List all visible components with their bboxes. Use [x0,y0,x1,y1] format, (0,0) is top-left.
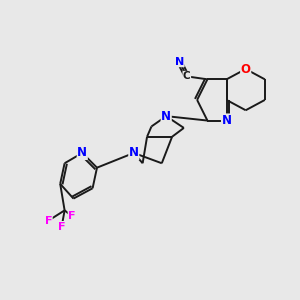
Text: F: F [58,222,65,232]
Text: O: O [241,62,251,76]
Text: N: N [161,110,171,123]
Text: N: N [77,146,87,159]
Text: C: C [183,71,190,81]
Text: N: N [129,146,139,159]
Text: N: N [175,57,184,67]
Text: F: F [68,211,76,221]
Text: N: N [222,114,232,127]
Text: F: F [45,216,52,226]
